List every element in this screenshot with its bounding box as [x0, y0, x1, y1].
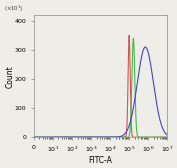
- Y-axis label: Count: Count: [5, 65, 14, 88]
- Text: ($\times$10$^1$): ($\times$10$^1$): [4, 4, 24, 14]
- X-axis label: FITC-A: FITC-A: [88, 156, 112, 164]
